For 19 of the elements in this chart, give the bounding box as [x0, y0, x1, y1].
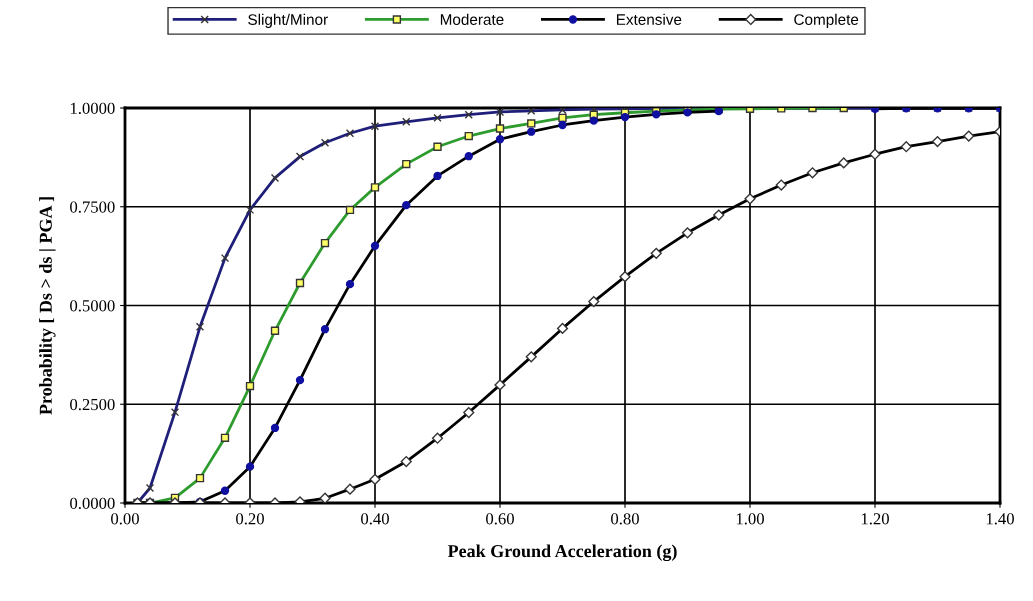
legend-label: Slight/Minor — [248, 13, 328, 28]
x-tick-label: 0.80 — [611, 513, 639, 525]
y-tick-label: 0.2500 — [70, 398, 115, 411]
y-tick-label: 0.0000 — [70, 497, 115, 510]
y-axis-title: Probability [ Ds > ds | PGA ] — [39, 197, 56, 415]
x-tick-label: 1.40 — [986, 513, 1014, 525]
x-axis-title: Peak Ground Acceleration (g) — [447, 544, 677, 562]
x-tick-label: 1.00 — [736, 513, 764, 525]
x-tick-label: 1.20 — [861, 513, 889, 525]
legend-label: Moderate — [440, 13, 504, 25]
y-tick-label: 0.7500 — [70, 201, 115, 213]
x-tick-label: 0.60 — [486, 513, 514, 525]
legend-label: Complete — [794, 13, 859, 28]
legend-label: Extensive — [616, 13, 682, 25]
x-tick-label: 0.00 — [111, 513, 139, 525]
y-tick-label: 0.5000 — [70, 300, 115, 312]
x-tick-label: 0.40 — [361, 513, 389, 525]
x-tick-label: 0.20 — [236, 513, 264, 525]
y-tick-label: 1.0000 — [70, 102, 115, 115]
